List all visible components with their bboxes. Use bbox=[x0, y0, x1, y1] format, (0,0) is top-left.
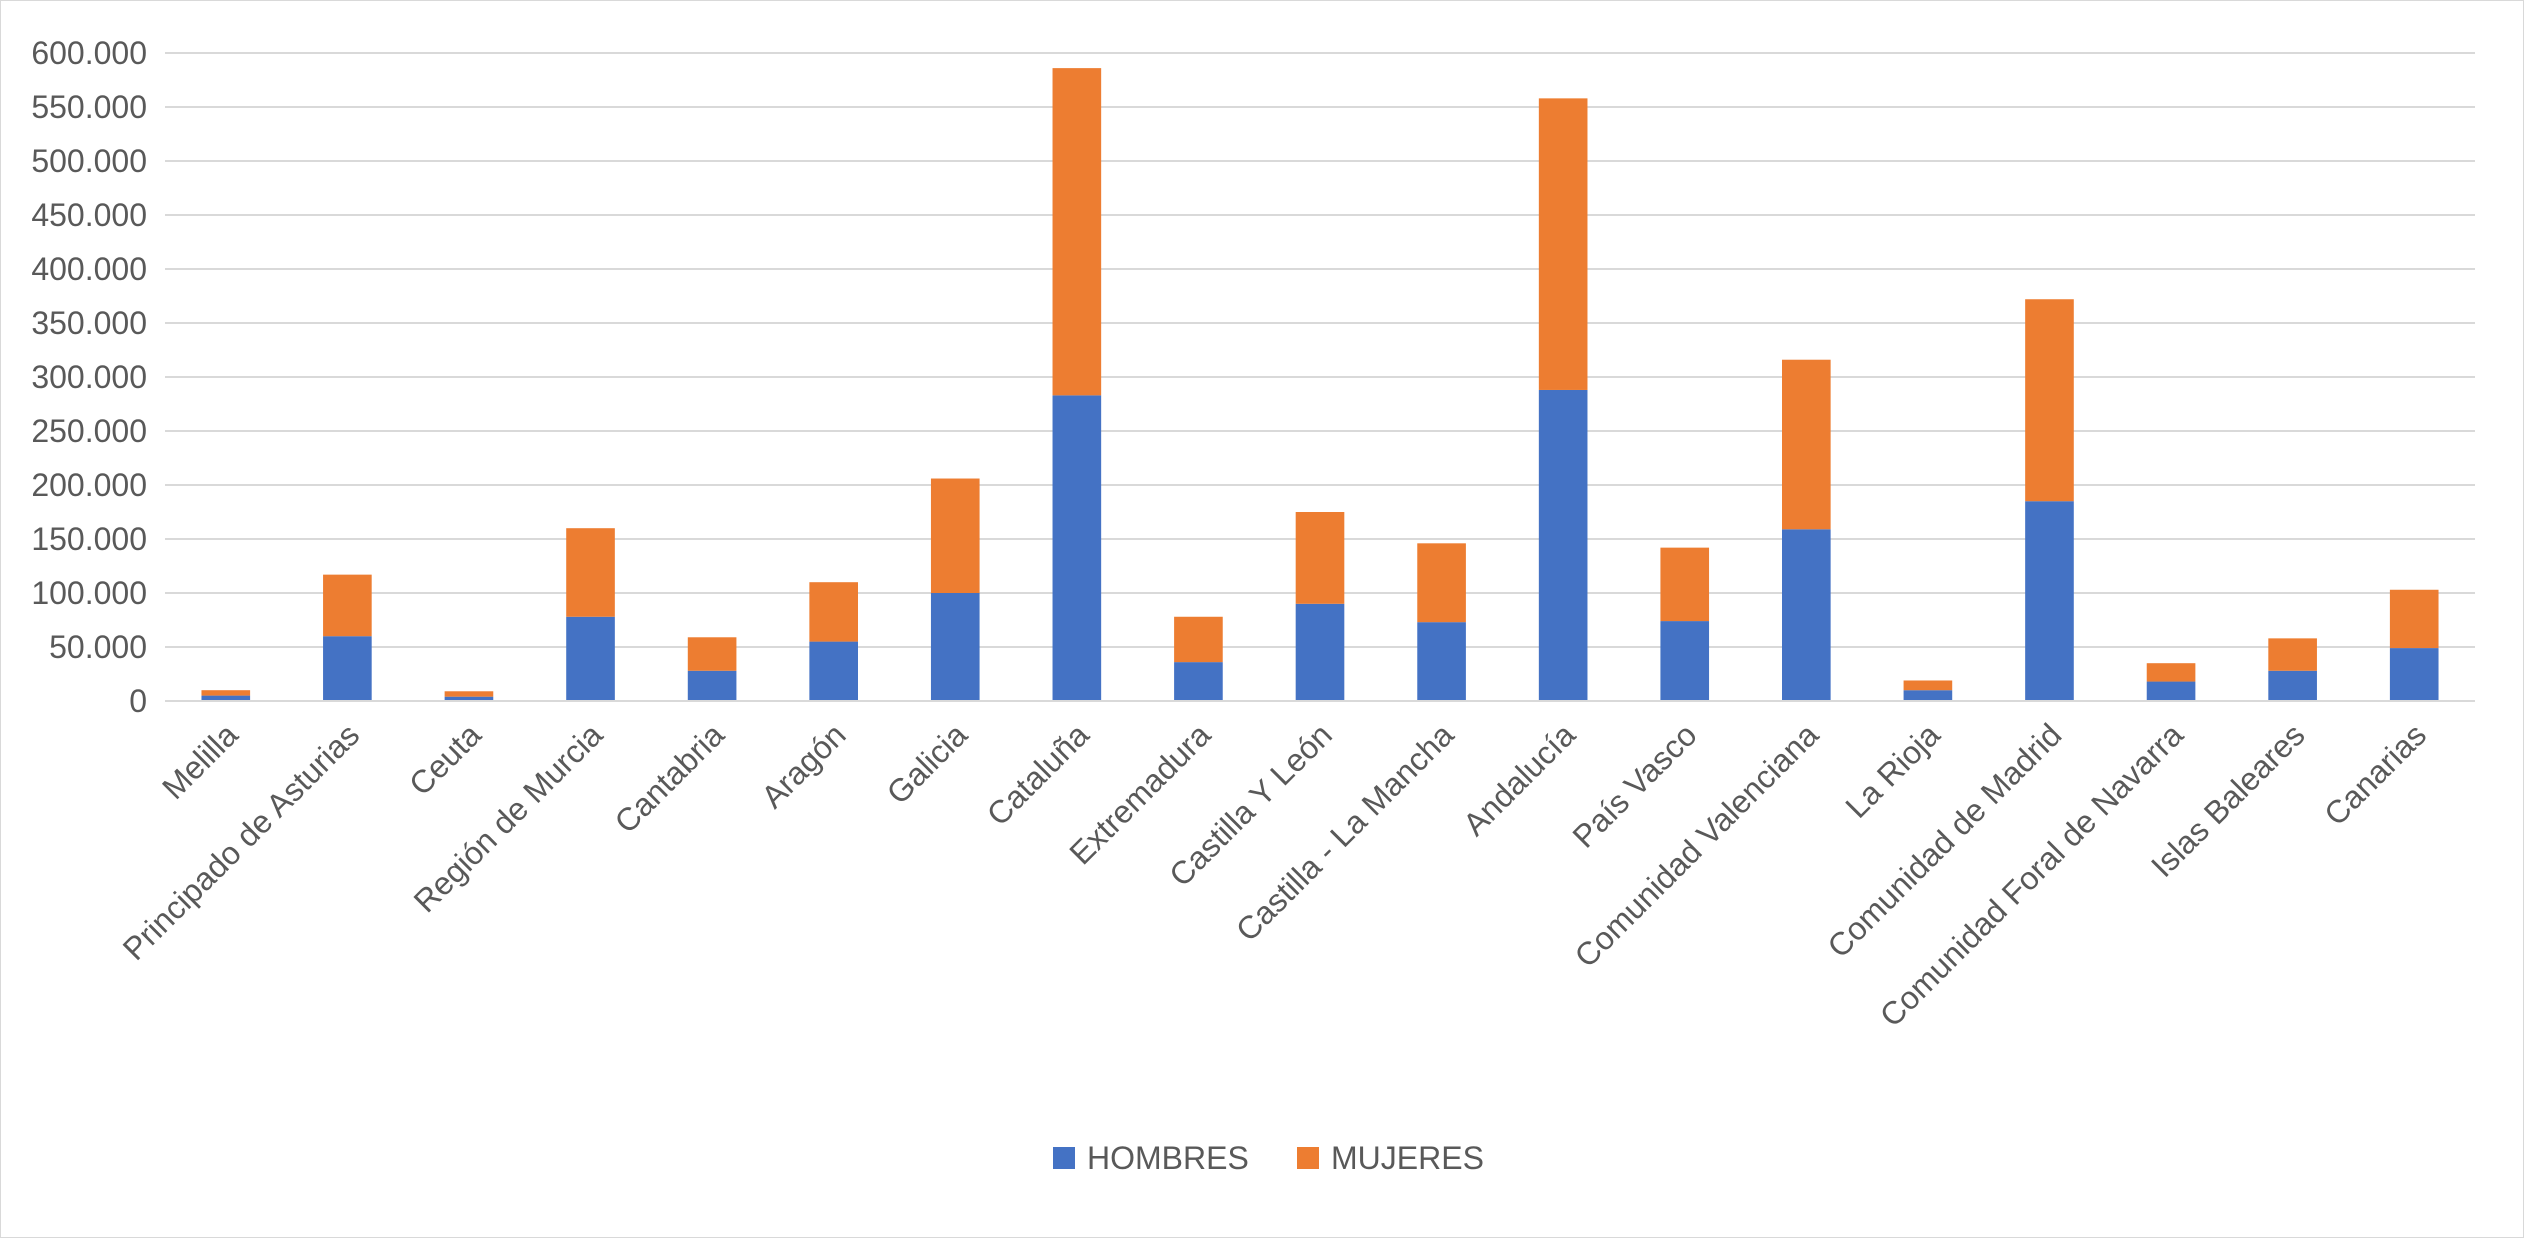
bar-mujeres-6 bbox=[930, 478, 980, 593]
bar-mujeres-8 bbox=[1174, 616, 1223, 663]
bar-hombres-5 bbox=[809, 641, 858, 701]
y-tick-label: 300.000 bbox=[31, 359, 147, 395]
bar-hombres-17 bbox=[2268, 670, 2317, 701]
bar-hombres-3 bbox=[566, 616, 615, 701]
x-tick-label: Comunidad Valenciana bbox=[1568, 716, 1826, 974]
x-tick-label: La Rioja bbox=[1838, 716, 1947, 825]
y-tick-label: 150.000 bbox=[31, 521, 147, 557]
bar-hombres-11 bbox=[1538, 389, 1588, 701]
x-tick-label: Andalucía bbox=[1456, 716, 1582, 842]
bar-hombres-7 bbox=[1052, 395, 1102, 701]
bar-mujeres-15 bbox=[2025, 299, 2074, 502]
gridlines bbox=[165, 52, 2475, 648]
x-tick-label: Melilla bbox=[155, 716, 245, 806]
bar-hombres-0 bbox=[201, 695, 251, 701]
legend: HOMBRES MUJERES bbox=[1053, 1140, 1484, 1176]
legend-label-mujeres: MUJERES bbox=[1331, 1140, 1484, 1176]
x-tick-label: Comunidad de Madrid bbox=[1820, 716, 2068, 964]
bar-mujeres-11 bbox=[1538, 98, 1588, 390]
bar-mujeres-4 bbox=[687, 637, 737, 671]
x-tick-label: Ceuta bbox=[402, 716, 488, 802]
bar-mujeres-16 bbox=[2146, 663, 2196, 682]
bar-mujeres-3 bbox=[566, 528, 615, 617]
bar-mujeres-2 bbox=[444, 691, 494, 697]
bar-mujeres-10 bbox=[1417, 543, 1466, 623]
legend-swatch-hombres bbox=[1053, 1147, 1075, 1169]
bar-mujeres-0 bbox=[201, 690, 251, 696]
bar-mujeres-7 bbox=[1052, 68, 1102, 396]
y-tick-label: 100.000 bbox=[31, 575, 147, 611]
legend-label-hombres: HOMBRES bbox=[1087, 1140, 1249, 1176]
bar-hombres-1 bbox=[323, 636, 372, 701]
bar-hombres-10 bbox=[1417, 622, 1466, 701]
y-tick-label: 200.000 bbox=[31, 467, 147, 503]
y-axis-ticks: 0 50.000 100.000 150.000 200.000 250.000 300.0… bbox=[31, 35, 147, 719]
bar-hombres-16 bbox=[2146, 681, 2196, 701]
bar-mujeres-14 bbox=[1903, 680, 1953, 691]
x-tick-label: Canarias bbox=[2317, 716, 2433, 832]
x-tick-label: Principado de Asturias bbox=[116, 716, 367, 967]
bar-mujeres-5 bbox=[809, 582, 858, 642]
bar-mujeres-17 bbox=[2268, 638, 2317, 671]
bars bbox=[201, 68, 2439, 701]
x-tick-label: Cantabria bbox=[607, 716, 731, 840]
x-tick-label: Cataluña bbox=[980, 716, 1096, 832]
bar-mujeres-18 bbox=[2389, 589, 2439, 649]
bar-mujeres-1 bbox=[323, 574, 372, 637]
bar-hombres-14 bbox=[1903, 690, 1953, 701]
bar-hombres-15 bbox=[2025, 501, 2074, 701]
bar-hombres-9 bbox=[1295, 603, 1345, 701]
x-tick-label: Galicia bbox=[880, 716, 975, 811]
bar-mujeres-12 bbox=[1660, 547, 1710, 622]
x-tick-label: Castilla - La Mancha bbox=[1229, 716, 1461, 948]
bar-hombres-8 bbox=[1174, 662, 1223, 701]
y-tick-label: 50.000 bbox=[49, 629, 147, 665]
bar-hombres-6 bbox=[930, 593, 980, 701]
y-tick-label: 500.000 bbox=[31, 143, 147, 179]
y-tick-label: 400.000 bbox=[31, 251, 147, 287]
y-tick-label: 0 bbox=[129, 683, 147, 719]
bar-mujeres-9 bbox=[1295, 512, 1345, 604]
bar-hombres-4 bbox=[687, 670, 737, 701]
bar-mujeres-13 bbox=[1782, 359, 1831, 530]
y-tick-label: 350.000 bbox=[31, 305, 147, 341]
y-tick-label: 450.000 bbox=[31, 197, 147, 233]
bar-hombres-12 bbox=[1660, 621, 1710, 701]
y-tick-label: 550.000 bbox=[31, 89, 147, 125]
bar-hombres-13 bbox=[1782, 529, 1831, 701]
bar-hombres-2 bbox=[444, 696, 494, 701]
y-tick-label: 600.000 bbox=[31, 35, 147, 71]
y-tick-label: 250.000 bbox=[31, 413, 147, 449]
x-tick-label: Aragón bbox=[754, 716, 852, 814]
legend-swatch-mujeres bbox=[1297, 1147, 1319, 1169]
bar-hombres-18 bbox=[2389, 648, 2439, 701]
